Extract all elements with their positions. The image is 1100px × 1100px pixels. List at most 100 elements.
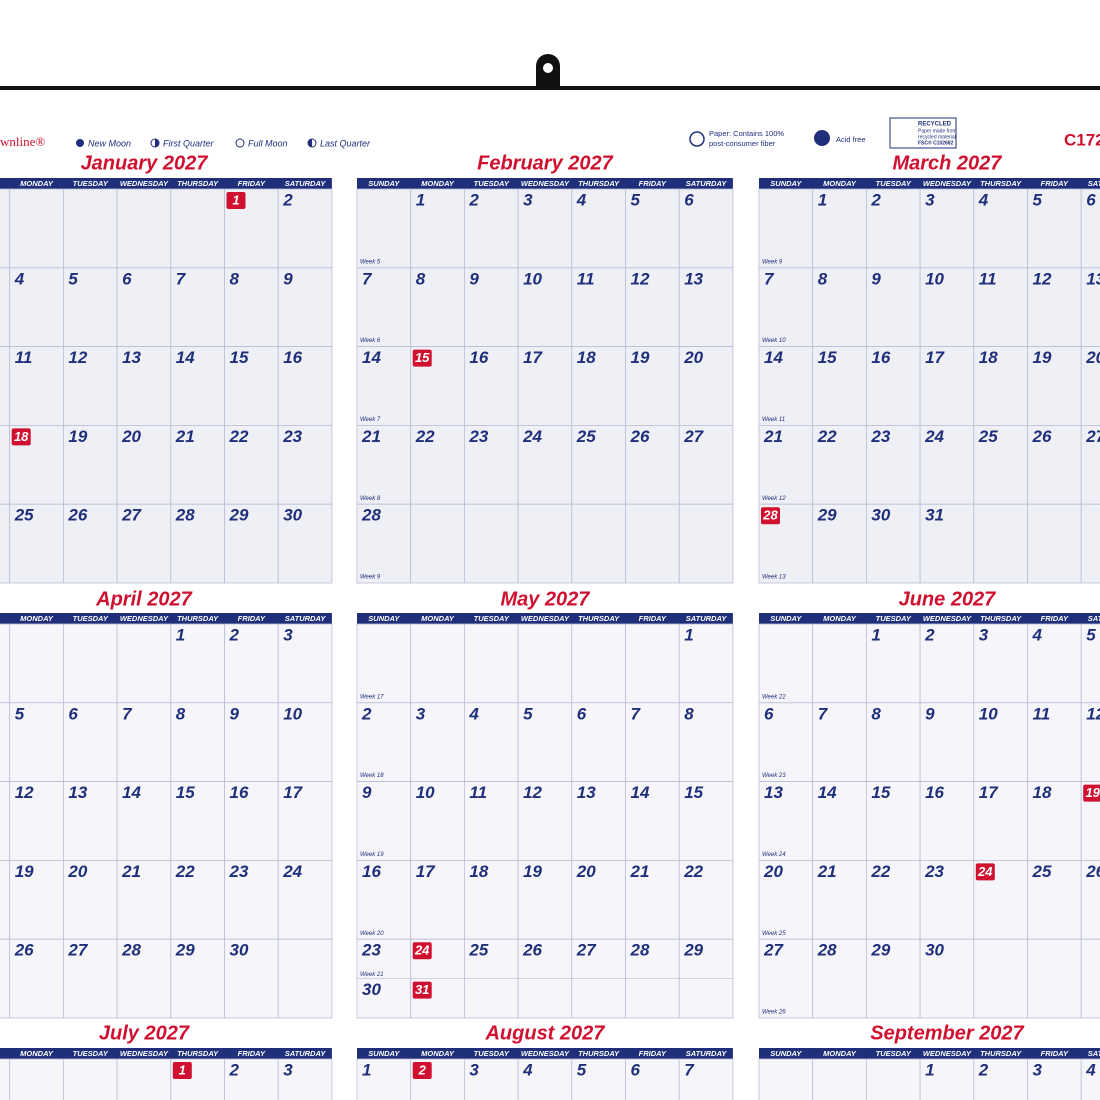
- day-cell: [678, 188, 734, 269]
- weekday: MONDAY: [823, 1049, 857, 1058]
- day-number: 1: [684, 625, 693, 644]
- day-cell: [517, 424, 573, 505]
- weekday: SUNDAY: [770, 179, 802, 188]
- day-cell: [625, 346, 680, 426]
- week-label: Week 20: [360, 931, 384, 937]
- weekday: SATURDAY: [686, 179, 728, 188]
- day-cell: [678, 1058, 734, 1100]
- weekday-bar: [0, 1048, 332, 1059]
- day-cell: [410, 346, 465, 426]
- day-number: 20: [576, 862, 596, 881]
- day-number: 23: [229, 862, 249, 881]
- month-title: August 2027: [484, 1022, 605, 1044]
- day-number: 17: [523, 348, 543, 367]
- day-cell: [277, 623, 333, 704]
- week-label: Week 24: [762, 852, 786, 858]
- day-number: 5: [631, 190, 641, 209]
- day-cell: [224, 702, 279, 782]
- day-number: 2: [361, 704, 372, 723]
- weekday: SATURDAY: [1088, 1049, 1100, 1058]
- day-number: 30: [871, 506, 890, 525]
- day-cell: [63, 267, 118, 347]
- week-label: Week 26: [762, 1010, 786, 1016]
- day-number: 14: [631, 783, 650, 802]
- day-number: 1: [176, 625, 185, 644]
- day-number: 4: [468, 704, 479, 723]
- weekday: FRIDAY: [1041, 179, 1069, 188]
- day-cell: [63, 346, 118, 426]
- day-number: 8: [176, 704, 186, 723]
- week-label: Week 5: [360, 259, 381, 265]
- day-cell: [919, 346, 975, 426]
- day-number: 15: [230, 348, 249, 367]
- fsc-text: Paper made from: [918, 128, 957, 134]
- day-number: 19: [631, 348, 650, 367]
- day-cell: [1027, 702, 1082, 782]
- day-cell: [919, 702, 975, 782]
- weekday: MONDAY: [20, 1049, 54, 1058]
- day-number: 18: [1033, 783, 1052, 802]
- day-number: 22: [229, 427, 249, 446]
- day-number: 27: [67, 941, 88, 960]
- day-cell: [1080, 267, 1100, 347]
- day-number: 5: [1033, 190, 1043, 209]
- week-label: Week 18: [360, 773, 384, 779]
- day-number: 23: [282, 427, 302, 446]
- day-cell: [866, 1058, 921, 1100]
- day-cell: [463, 623, 519, 704]
- day-cell: [517, 503, 573, 584]
- month-title: July 2027: [99, 1022, 190, 1044]
- month-title: June 2027: [899, 588, 997, 610]
- day-number: 24: [977, 864, 993, 879]
- day-number: 24: [414, 943, 430, 958]
- weekday: SATURDAY: [1088, 179, 1100, 188]
- day-cell: [571, 267, 626, 347]
- day-number: 16: [469, 348, 488, 367]
- weekday: TUESDAY: [474, 1049, 510, 1058]
- day-cell: [678, 702, 734, 782]
- day-cell: [1080, 424, 1100, 505]
- week-label: Week 22: [762, 694, 786, 700]
- day-number: 26: [14, 941, 34, 960]
- day-cell: [170, 781, 225, 861]
- day-cell: [224, 1058, 279, 1100]
- day-number: 18: [469, 862, 488, 881]
- day-number: 24: [282, 862, 302, 881]
- day-cell: [517, 1058, 573, 1100]
- day-number: 1: [416, 190, 425, 209]
- day-cell: [571, 702, 626, 782]
- day-number: 2: [978, 1060, 989, 1079]
- day-cell: [517, 860, 573, 940]
- day-number: 20: [1085, 348, 1100, 367]
- day-cell: [812, 188, 867, 269]
- weekday: THURSDAY: [578, 614, 620, 623]
- day-number: 29: [870, 941, 890, 960]
- day-number: 14: [122, 783, 141, 802]
- day-number: 4: [522, 1060, 533, 1079]
- paper-note: Paper: Contains 100%: [709, 129, 784, 138]
- day-cell: [812, 424, 867, 505]
- day-number: 16: [362, 862, 381, 881]
- day-cell: [625, 503, 680, 584]
- day-cell: [625, 781, 680, 861]
- day-number: 23: [924, 862, 944, 881]
- weekday: MONDAY: [20, 614, 54, 623]
- weekday: TUESDAY: [73, 1049, 109, 1058]
- day-number: 29: [817, 506, 837, 525]
- day-cell: [277, 503, 333, 584]
- legend-item: First Quarter: [163, 138, 215, 148]
- day-number: 4: [1085, 1060, 1096, 1079]
- week-label: Week 11: [762, 417, 785, 423]
- day-cell: [758, 781, 814, 861]
- day-number: 21: [175, 427, 195, 446]
- day-cell: [973, 503, 1028, 584]
- day-number: 6: [684, 190, 694, 209]
- day-cell: [1080, 623, 1100, 704]
- day-number: 2: [468, 190, 479, 209]
- day-cell: [866, 503, 921, 584]
- weekday: SUNDAY: [770, 1049, 802, 1058]
- weekday-bar: [759, 178, 1100, 189]
- day-number: 25: [1032, 862, 1052, 881]
- day-cell: [63, 424, 118, 505]
- day-number: 17: [416, 862, 436, 881]
